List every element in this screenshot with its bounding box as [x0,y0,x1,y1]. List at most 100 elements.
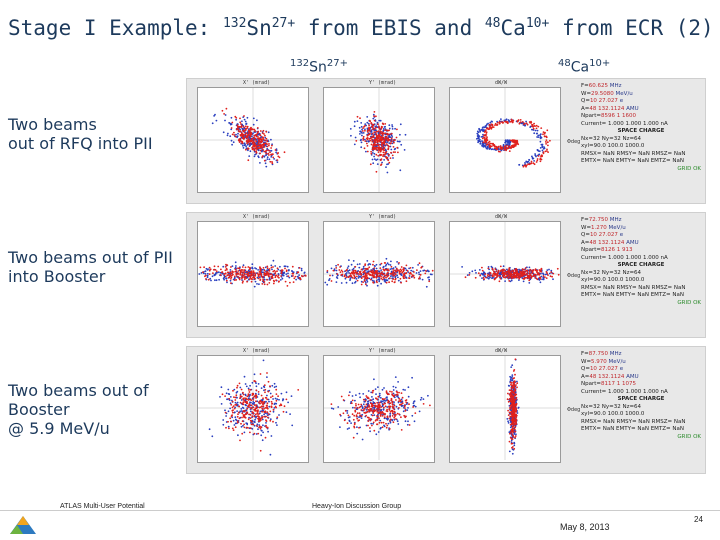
parameter-key: F= [581,217,589,223]
parameter-unit: e [619,366,624,372]
grid-ok-status: GRID OK [677,433,701,440]
particle-scatter [450,222,560,326]
phase-space-plot [323,87,435,193]
parameter-value: 60.625 [588,83,609,89]
parameter-value: 8117 1 1075 [601,381,637,387]
space-charge-header: SPACE CHARGE [617,262,665,268]
parameter-key: A= [581,105,590,112]
parameter-line: F=60.625 MHz [581,83,701,91]
parameter-key: A= [581,373,590,380]
particles-red [506,358,519,450]
phi-deg-label: Φdeg [567,407,581,413]
current-line: Current= 1.000 1.000 1.000 nA [581,120,668,127]
rms-line: RMSX= NaN RMSY= NaN RMSZ= NaN [581,284,686,291]
particles-red [326,260,434,286]
parameter-key: Npart= [581,113,602,119]
particles-red [355,111,399,173]
parameter-key: W= [581,224,592,231]
phase-space-plot [197,355,309,463]
parameter-unit: MeV/u [608,224,626,231]
row-label-pii: Two beams out of PII into Booster [8,248,173,286]
particle-scatter [198,222,308,326]
parameter-line: W=1.270 MeV/u [581,225,701,233]
parameter-key: F= [581,351,589,357]
parameter-value: 8126 1 913 [601,247,633,253]
particles-red [330,389,431,439]
particle-scatter [324,222,434,326]
particles-red [464,265,560,283]
particles-red [221,107,286,165]
phase-space-panel-pii: X' (mrad) Y' (mrad) dW/W Φdeg F=72.750 MHz W=… [186,212,706,338]
parameter-unit: e [619,98,624,104]
parameter-value: 10 27.027 [589,98,618,104]
lab-logo-icon [10,516,36,534]
phase-space-plot [449,87,561,193]
plot-axis-label: X' (mrad) [243,348,271,354]
grid-ok-status: GRID OK [677,299,701,306]
parameter-unit: e [619,232,624,238]
grid-line: Nx=32 Ny=32 Nz=64 [581,135,642,142]
emittance-line: EMTX= NaN EMTY= NaN EMTZ= NaN [581,292,684,298]
parameter-key: W= [581,358,592,365]
parameter-key: Npart= [581,247,602,253]
beam-parameters-readout: F=87.750 MHz W=5.970 MeV/u Q=10 27.027 e A=… [581,351,701,441]
parameter-line: Npart=8126 1 913 [581,247,701,255]
grid-size-line: xyl=90.0 100.0 1000.0 [581,277,645,283]
particles-red [481,118,551,168]
grid-ok-status: GRID OK [677,165,701,172]
parameter-value: 8596 1 1600 [601,113,637,119]
parameter-line: Q=10 27.027 e [581,366,701,374]
footer-center-text: Heavy-Ion Discussion Group [312,503,402,510]
phase-space-panel-booster: X' (mrad) Y' (mrad) dW/W Φdeg F=87.750 MHz W=… [186,346,706,474]
particles-red [221,372,300,452]
parameter-line: A=48 132.1124 AMU [581,106,701,114]
beam-label-sn: 132Sn27+ [290,58,348,76]
parameter-line: A=48 132.1124 AMU [581,240,701,248]
beam-parameters-readout: F=72.750 MHz W=1.270 MeV/u Q=10 27.027 e A=… [581,217,701,307]
particle-scatter [450,88,560,192]
beam-parameters-readout: F=60.625 MHz W=29.5080 MeV/u Q=10 27.027 e… [581,83,701,173]
parameter-line: Npart=8596 1 1600 [581,113,701,121]
row-label-rfq: Two beams out of RFQ into PII [8,115,153,153]
particles-red [199,263,307,287]
plot-axis-label: Y' (mrad) [369,348,397,354]
slide-title: Stage I Example: 132Sn27+ from EBIS and … [8,16,714,40]
particle-scatter [324,88,434,192]
parameter-line: Q=10 27.027 e [581,232,701,240]
current-line: Current= 1.000 1.000 1.000 nA [581,254,668,261]
grid-line: Nx=32 Ny=32 Nz=64 [581,403,642,410]
parameter-value: 1.270 [591,224,607,231]
parameter-unit: MHz [609,217,622,223]
parameter-unit: MHz [609,351,622,357]
parameter-key: Q= [581,366,590,372]
parameter-key: F= [581,83,589,89]
parameter-key: A= [581,239,590,246]
phase-space-plot [323,355,435,463]
grid-size-line: xyl=90.0 100.0 1000.0 [581,411,645,417]
particle-scatter [450,356,560,460]
space-charge-header: SPACE CHARGE [617,396,665,402]
phase-space-plot [449,221,561,327]
row-label-booster: Two beams out of Booster @ 5.9 MeV/u [8,381,149,438]
parameter-value: 87.750 [588,351,609,357]
parameter-line: A=48 132.1124 AMU [581,374,701,382]
parameter-key: Q= [581,232,590,238]
parameter-line: F=87.750 MHz [581,351,701,359]
parameter-key: Q= [581,98,590,104]
particle-scatter [324,356,434,460]
plot-axis-label: X' (mrad) [243,214,271,220]
particles-blue [330,376,429,441]
emittance-line: EMTX= NaN EMTY= NaN EMTZ= NaN [581,158,684,164]
parameter-value: 72.750 [588,217,609,223]
parameter-line: Q=10 27.027 e [581,98,701,106]
parameter-line: W=5.970 MeV/u [581,359,701,367]
page-number: 24 [694,515,703,524]
parameter-value: 29.5080 [591,90,614,97]
phi-deg-label: Φdeg [567,139,581,145]
footer-divider [0,510,720,511]
plot-axis-label: dW/W [495,214,508,220]
plot-axis-label: Y' (mrad) [369,80,397,86]
parameter-value: 10 27.027 [589,232,618,238]
emittance-line: EMTX= NaN EMTY= NaN EMTZ= NaN [581,426,684,432]
rms-line: RMSX= NaN RMSY= NaN RMSZ= NaN [581,418,686,425]
